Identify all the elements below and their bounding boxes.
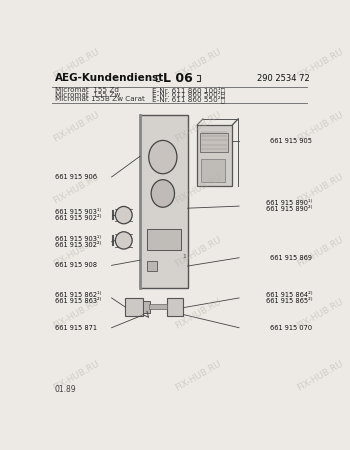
Bar bbox=[140, 115, 188, 288]
Ellipse shape bbox=[151, 180, 175, 207]
Text: 1: 1 bbox=[183, 254, 187, 259]
Ellipse shape bbox=[116, 232, 132, 249]
Text: 661 915 302²⁾: 661 915 302²⁾ bbox=[55, 242, 101, 248]
Text: 661 915 864²⁾: 661 915 864²⁾ bbox=[266, 292, 312, 298]
Text: FIX-HUB.RU: FIX-HUB.RU bbox=[52, 360, 101, 393]
Text: 661 915 905: 661 915 905 bbox=[270, 138, 312, 144]
Text: FIX-HUB.RU: FIX-HUB.RU bbox=[296, 172, 345, 206]
Text: 661 915 890²⁾: 661 915 890²⁾ bbox=[266, 206, 312, 212]
Text: FIX-HUB.RU: FIX-HUB.RU bbox=[296, 48, 345, 81]
Text: 661 915 890¹⁾: 661 915 890¹⁾ bbox=[266, 200, 312, 206]
Text: 661 915 070: 661 915 070 bbox=[270, 325, 312, 331]
Text: FIX-HUB.RU: FIX-HUB.RU bbox=[296, 360, 345, 393]
Text: FIX-HUB.RU: FIX-HUB.RU bbox=[174, 172, 223, 206]
Bar bbox=[143, 302, 149, 313]
Text: AEG-Kundendienst: AEG-Kundendienst bbox=[55, 73, 164, 83]
Text: FIX-HUB.RU: FIX-HUB.RU bbox=[174, 235, 223, 268]
Text: L 06: L 06 bbox=[163, 72, 193, 85]
Text: 661 915 862¹⁾: 661 915 862¹⁾ bbox=[55, 292, 101, 298]
Bar bbox=[147, 229, 181, 250]
Text: FIX-HUB.RU: FIX-HUB.RU bbox=[296, 110, 345, 144]
Text: E-Nr. 611 860 550²⧧: E-Nr. 611 860 550²⧧ bbox=[152, 95, 225, 103]
Text: 661 915 863²⁾: 661 915 863²⁾ bbox=[55, 298, 101, 304]
Text: FIX-HUB.RU: FIX-HUB.RU bbox=[174, 297, 223, 331]
Text: 01.89: 01.89 bbox=[55, 385, 76, 394]
Bar bbox=[167, 298, 183, 315]
Ellipse shape bbox=[116, 207, 132, 224]
Bar bbox=[200, 133, 228, 152]
Text: 661 915 865²⁾: 661 915 865²⁾ bbox=[266, 298, 312, 304]
Bar bbox=[147, 261, 157, 270]
Text: FIX-HUB.RU: FIX-HUB.RU bbox=[52, 172, 101, 206]
Text: FIX-HUB.RU: FIX-HUB.RU bbox=[52, 110, 101, 144]
Text: 661 915 906: 661 915 906 bbox=[55, 174, 97, 180]
Text: Micromat 155B Zw Carat: Micromat 155B Zw Carat bbox=[55, 96, 145, 102]
Text: Micromat  155 Zd: Micromat 155 Zd bbox=[55, 87, 119, 93]
Text: E-Nr. 611 860 100¹⧧: E-Nr. 611 860 100¹⧧ bbox=[152, 86, 225, 94]
Text: FIX-HUB.RU: FIX-HUB.RU bbox=[174, 48, 223, 81]
Text: 661 915 903¹⁾: 661 915 903¹⁾ bbox=[55, 209, 100, 215]
Text: E-Nr. 611 860 500²⧧: E-Nr. 611 860 500²⧧ bbox=[152, 91, 225, 99]
Ellipse shape bbox=[149, 140, 177, 174]
Text: 661 915 869: 661 915 869 bbox=[270, 255, 312, 261]
Text: FIX-HUB.RU: FIX-HUB.RU bbox=[52, 297, 101, 331]
Text: FIX-HUB.RU: FIX-HUB.RU bbox=[52, 48, 101, 81]
Text: 661 915 871: 661 915 871 bbox=[55, 325, 97, 331]
Text: FIX-HUB.RU: FIX-HUB.RU bbox=[296, 297, 345, 331]
Bar bbox=[197, 125, 232, 186]
Text: FIX-HUB.RU: FIX-HUB.RU bbox=[52, 235, 101, 268]
Bar bbox=[201, 159, 225, 182]
Text: FIX-HUB.RU: FIX-HUB.RU bbox=[174, 360, 223, 393]
Text: FIX-HUB.RU: FIX-HUB.RU bbox=[174, 110, 223, 144]
Text: 661 915 903¹⁾: 661 915 903¹⁾ bbox=[55, 236, 100, 242]
Text: 661 915 902²⁾: 661 915 902²⁾ bbox=[55, 215, 101, 221]
Text: 290 2534 72: 290 2534 72 bbox=[257, 74, 309, 83]
Text: FIX-HUB.RU: FIX-HUB.RU bbox=[296, 235, 345, 268]
Text: Micromat  155 Zw: Micromat 155 Zw bbox=[55, 91, 120, 98]
Bar bbox=[125, 298, 143, 315]
Bar bbox=[149, 304, 167, 309]
Text: 661 915 908: 661 915 908 bbox=[55, 262, 97, 268]
